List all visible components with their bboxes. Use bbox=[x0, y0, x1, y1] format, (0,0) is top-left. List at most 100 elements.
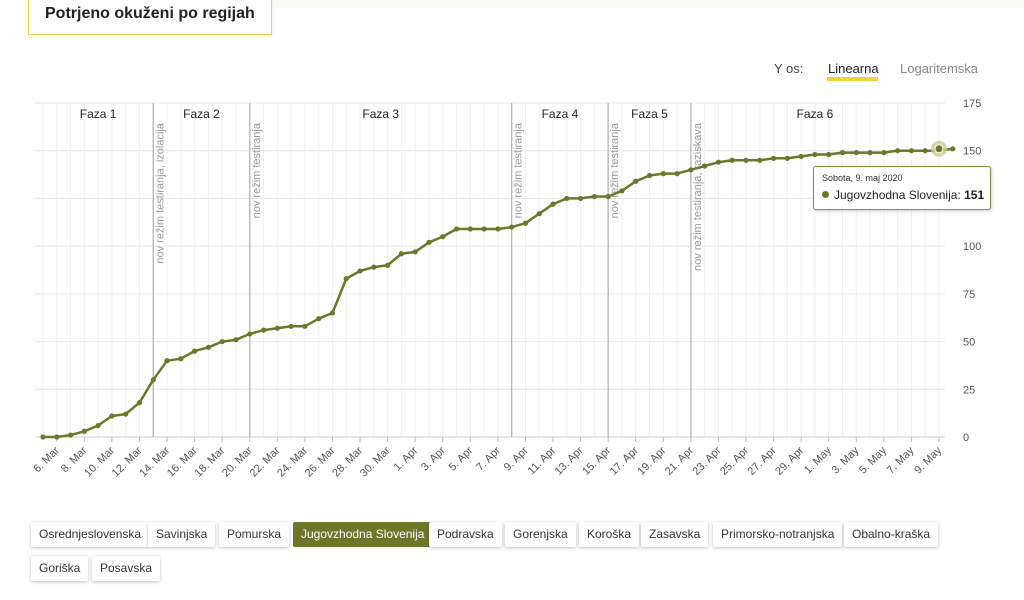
page-title: Potrjeno okuženi po regijah bbox=[45, 5, 255, 22]
phase-marker-label: nov režim testiranja bbox=[609, 122, 621, 218]
data-point bbox=[619, 188, 625, 194]
data-point bbox=[757, 157, 763, 163]
x-tick-label: 17. Apr bbox=[608, 444, 641, 477]
data-point bbox=[123, 411, 129, 417]
x-tick-label: 3. May bbox=[830, 444, 862, 476]
y-axis-label: Y os: bbox=[774, 61, 804, 76]
data-point bbox=[136, 400, 143, 406]
data-point bbox=[274, 325, 280, 331]
data-point bbox=[95, 422, 101, 429]
x-tick-label: 7. Apr bbox=[474, 444, 503, 473]
data-point bbox=[922, 148, 928, 154]
phase-label: Faza 4 bbox=[542, 107, 579, 121]
highlight-point bbox=[934, 144, 944, 154]
tooltip-date: Sobota, 9. maj 2020 bbox=[822, 173, 903, 183]
data-point bbox=[247, 331, 253, 337]
data-point bbox=[192, 348, 198, 354]
data-point bbox=[743, 157, 749, 163]
y-tick-label: 175 bbox=[963, 98, 981, 110]
data-point bbox=[164, 358, 170, 364]
data-point bbox=[233, 337, 239, 343]
region-button[interactable]: Koroška bbox=[579, 522, 640, 547]
region-button[interactable]: Zasavska bbox=[641, 522, 709, 547]
data-point bbox=[605, 193, 611, 200]
data-point bbox=[302, 323, 308, 329]
region-button[interactable]: Gorenjska bbox=[505, 522, 576, 547]
data-point bbox=[646, 172, 653, 179]
data-point bbox=[895, 148, 901, 154]
phase-marker-label: nov režim testiranja, raziskava bbox=[692, 122, 704, 271]
region-button[interactable]: Posavska bbox=[92, 556, 161, 581]
title-card: Potrjeno okuženi po regijah bbox=[28, 0, 272, 35]
phase-label: Faza 3 bbox=[362, 107, 399, 121]
data-point bbox=[288, 323, 294, 329]
data-point bbox=[660, 171, 666, 177]
data-point bbox=[440, 234, 446, 240]
data-point bbox=[591, 193, 597, 200]
data-point bbox=[481, 226, 487, 232]
data-point bbox=[40, 434, 46, 440]
data-point bbox=[398, 251, 404, 257]
region-button[interactable]: Podravska bbox=[429, 522, 502, 547]
region-button[interactable]: Savinjska bbox=[148, 522, 216, 547]
data-point bbox=[54, 434, 60, 440]
phase-marker-label: nov režim testiranja, izolacija bbox=[154, 122, 166, 263]
y-tick-label: 25 bbox=[963, 384, 975, 396]
data-point bbox=[205, 344, 212, 350]
data-point bbox=[467, 226, 473, 232]
data-point bbox=[839, 150, 846, 156]
x-tick-label: 3. Apr bbox=[419, 444, 448, 473]
data-point bbox=[509, 224, 515, 230]
data-point bbox=[495, 226, 501, 232]
x-tick-label: 23. Apr bbox=[690, 444, 723, 477]
y-tick-label: 50 bbox=[963, 337, 975, 349]
phase-marker-label: nov režim testiranja bbox=[251, 122, 263, 218]
linear-scale-option[interactable]: Linearna bbox=[828, 61, 879, 76]
x-tick-label: 30. Mar bbox=[358, 444, 393, 479]
data-point bbox=[219, 338, 225, 345]
data-point bbox=[385, 262, 391, 268]
log-scale-option[interactable]: Logaritemska bbox=[900, 61, 979, 76]
data-point bbox=[536, 211, 542, 217]
data-point bbox=[426, 239, 432, 245]
data-point bbox=[564, 195, 570, 202]
data-point bbox=[702, 163, 708, 169]
y-tick-label: 150 bbox=[963, 146, 981, 158]
region-button[interactable]: Jugovzhodna Slovenija bbox=[293, 522, 433, 547]
data-point bbox=[412, 249, 418, 255]
x-tick-label: 1. May bbox=[802, 444, 834, 476]
tooltip-row: Jugovzhodna Slovenija: 151 bbox=[822, 188, 984, 202]
x-tick-label: 27. Apr bbox=[746, 444, 779, 477]
x-tick-label: 5. May bbox=[857, 444, 889, 476]
data-point bbox=[881, 150, 887, 156]
phase-label: Faza 2 bbox=[183, 107, 220, 121]
region-button[interactable]: Obalno-kraška bbox=[844, 522, 939, 547]
y-tick-label: 0 bbox=[963, 432, 969, 444]
x-tick-label: 11. Apr bbox=[526, 444, 559, 477]
data-point bbox=[950, 146, 956, 152]
data-point bbox=[853, 150, 859, 156]
y-tick-label: 100 bbox=[963, 241, 981, 253]
data-point bbox=[81, 428, 87, 434]
series-dot-icon bbox=[822, 191, 829, 198]
x-tick-label: 5. Apr bbox=[447, 444, 476, 473]
x-tick-label: 7. May bbox=[885, 444, 917, 476]
region-button[interactable]: Primorsko-notranjska bbox=[713, 522, 843, 547]
region-button[interactable]: Pomurska bbox=[219, 522, 290, 547]
tooltip-series: Jugovzhodna Slovenija bbox=[834, 188, 958, 202]
x-tick-label: 21. Apr bbox=[663, 444, 696, 477]
phase-label: Faza 5 bbox=[631, 107, 668, 121]
region-button[interactable]: Osrednjeslovenska bbox=[31, 522, 150, 547]
data-point bbox=[150, 377, 156, 383]
data-point bbox=[357, 268, 363, 274]
data-point bbox=[798, 153, 804, 160]
data-point bbox=[908, 148, 915, 154]
region-button[interactable]: Goriška bbox=[31, 556, 89, 581]
data-point bbox=[550, 201, 556, 207]
data-point bbox=[826, 151, 832, 158]
data-point bbox=[316, 316, 322, 322]
x-tick-label: 15. Apr bbox=[580, 444, 613, 477]
selected-scale-underline bbox=[827, 77, 878, 81]
data-point bbox=[260, 327, 267, 333]
